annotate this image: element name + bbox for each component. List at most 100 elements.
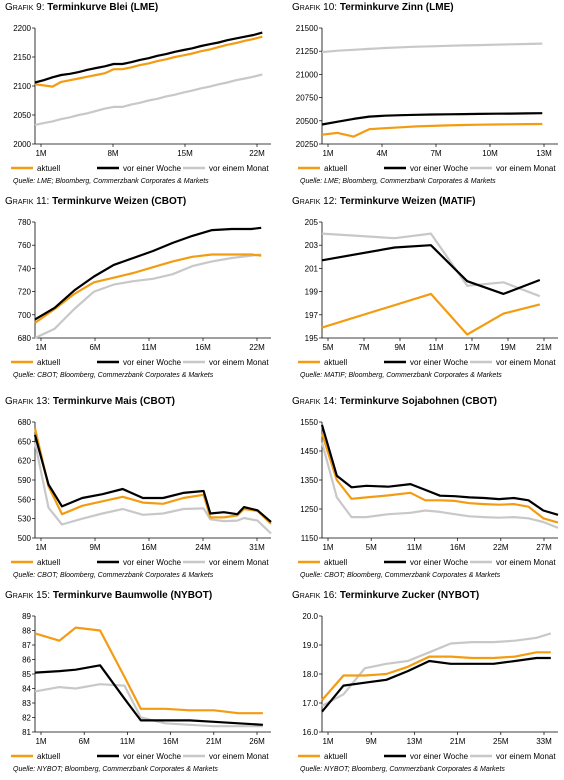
chart-number: Grafik 10: bbox=[292, 2, 340, 13]
y-tick-label: 590 bbox=[18, 476, 32, 485]
series-line-vor-einem-monat bbox=[34, 73, 263, 126]
x-tick-label: 1M bbox=[35, 343, 46, 352]
legend-label: vor einem Monat bbox=[496, 358, 556, 367]
legend-label: vor einem Monat bbox=[209, 164, 269, 173]
x-tick-label: 16M bbox=[163, 737, 179, 746]
chart-panel: Grafik 13: Terminkurve Mais (CBOT) 500 530… bbox=[5, 396, 279, 586]
series-line-vor-einer-woche bbox=[321, 656, 551, 713]
chart-panel: Grafik 9: Terminkurve Blei (LME) 2000 2050… bbox=[5, 2, 279, 192]
series-line-aktuell bbox=[34, 35, 263, 88]
y-tick-label: 81 bbox=[22, 728, 31, 737]
x-tick-label: 1M bbox=[35, 543, 46, 552]
y-tick-label: 84 bbox=[22, 685, 31, 694]
x-tick-label: 24M bbox=[195, 543, 211, 552]
x-tick-label: 16M bbox=[450, 543, 466, 552]
y-tick-label: 500 bbox=[18, 534, 32, 543]
y-tick-label: 2000 bbox=[13, 140, 31, 149]
x-tick-label: 5M bbox=[366, 543, 377, 552]
chart-title-text: Terminkurve Mais (CBOT) bbox=[52, 396, 175, 407]
legend-label: aktuell bbox=[37, 164, 60, 173]
y-tick-label: 18.0 bbox=[302, 670, 318, 679]
y-tick-label: 82 bbox=[22, 714, 31, 723]
chart-title: Grafik 14: Terminkurve Sojabohnen (CBOT) bbox=[292, 396, 497, 407]
x-tick-label: 13M bbox=[536, 149, 552, 158]
y-tick-label: 87 bbox=[22, 641, 31, 650]
x-tick-label: 21M bbox=[450, 737, 466, 746]
x-tick-label: 11M bbox=[429, 343, 444, 352]
y-tick-label: 2200 bbox=[13, 24, 31, 33]
chart-number: Grafik 11: bbox=[5, 196, 53, 207]
series-line-aktuell bbox=[33, 428, 272, 525]
x-tick-label: 9M bbox=[366, 737, 377, 746]
chart-title: Grafik 12: Terminkurve Weizen (MATIF) bbox=[292, 196, 475, 207]
line-chart: 2000 2050 2100 2150 2200 1M 8M 15M 22M aktuell vor… bbox=[11, 24, 271, 173]
y-tick-label: 1250 bbox=[300, 505, 318, 514]
x-tick-label: 16M bbox=[195, 343, 211, 352]
x-tick-label: 1M bbox=[35, 149, 46, 158]
chart-panel: Grafik 14: Terminkurve Sojabohnen (CBOT)… bbox=[292, 396, 564, 586]
legend-label: aktuell bbox=[324, 358, 347, 367]
legend-label: vor einer Woche bbox=[410, 164, 469, 173]
chart-title-text: Terminkurve Baumwolle (NYBOT) bbox=[52, 590, 213, 601]
x-tick-label: 13M bbox=[407, 737, 423, 746]
y-tick-label: 20750 bbox=[296, 94, 319, 103]
x-tick-label: 1M bbox=[322, 149, 333, 158]
y-tick-label: 83 bbox=[22, 699, 31, 708]
x-tick-label: 27M bbox=[536, 543, 552, 552]
x-tick-label: 16M bbox=[141, 543, 157, 552]
y-tick-label: 620 bbox=[18, 457, 32, 466]
y-tick-label: 2050 bbox=[13, 111, 31, 120]
legend-label: vor einer Woche bbox=[410, 358, 469, 367]
x-tick-label: 31M bbox=[249, 543, 265, 552]
y-tick-label: 17.0 bbox=[302, 699, 318, 708]
legend-label: vor einem Monat bbox=[496, 164, 556, 173]
y-tick-label: 197 bbox=[305, 311, 319, 320]
legend-label: vor einer Woche bbox=[123, 358, 182, 367]
x-tick-label: 11M bbox=[120, 737, 135, 746]
series-line-vor-einer-woche bbox=[34, 31, 263, 84]
series-line-vor-einer-woche bbox=[321, 112, 543, 126]
legend-label: vor einer Woche bbox=[123, 558, 182, 567]
legend-label: aktuell bbox=[37, 752, 60, 761]
y-tick-label: 530 bbox=[18, 515, 32, 524]
legend-label: aktuell bbox=[37, 358, 60, 367]
y-tick-label: 1550 bbox=[300, 418, 318, 427]
series-line-vor-einer-woche bbox=[320, 424, 559, 516]
y-tick-label: 20.0 bbox=[302, 612, 318, 621]
chart-panel: Grafik 12: Terminkurve Weizen (MATIF) 195… bbox=[292, 196, 564, 386]
legend-label: aktuell bbox=[324, 752, 347, 761]
x-tick-label: 21M bbox=[536, 343, 552, 352]
legend-label: vor einem Monat bbox=[496, 752, 556, 761]
chart-panel: Grafik 16: Terminkurve Zucker (NYBOT) 16.… bbox=[292, 590, 564, 780]
series-line-vor-einem-monat bbox=[33, 442, 272, 535]
y-tick-label: 680 bbox=[18, 334, 32, 343]
y-tick-label: 19.0 bbox=[302, 641, 318, 650]
x-tick-label: 1M bbox=[35, 737, 46, 746]
legend-label: aktuell bbox=[324, 164, 347, 173]
y-tick-label: 1350 bbox=[300, 476, 318, 485]
series-line-vor-einer-woche bbox=[321, 244, 541, 296]
y-tick-label: 201 bbox=[305, 264, 319, 273]
x-tick-label: 4M bbox=[376, 149, 387, 158]
y-tick-label: 85 bbox=[22, 670, 31, 679]
chart-panel: Grafik 11: Terminkurve Weizen (CBOT) 680 7… bbox=[5, 196, 279, 386]
x-tick-label: 26M bbox=[249, 737, 265, 746]
legend-label: vor einem Monat bbox=[496, 558, 556, 567]
x-tick-label: 17M bbox=[464, 343, 480, 352]
legend-label: vor einer Woche bbox=[123, 164, 182, 173]
series-line-aktuell bbox=[321, 122, 543, 138]
y-tick-label: 780 bbox=[18, 218, 32, 227]
y-tick-label: 2100 bbox=[13, 82, 31, 91]
line-chart: 20250 20500 20750 21000 21250 21500 1M 4M 7M 10M 1… bbox=[296, 24, 558, 173]
series-line-vor-einem-monat bbox=[321, 632, 552, 707]
legend-label: aktuell bbox=[37, 558, 60, 567]
chart-source: Quelle: CBOT; Bloomberg, Commerzbank Cor… bbox=[300, 572, 501, 579]
y-tick-label: 86 bbox=[22, 656, 31, 665]
legend-label: vor einer Woche bbox=[123, 752, 182, 761]
y-tick-label: 1150 bbox=[301, 534, 319, 543]
legend-label: vor einer Woche bbox=[410, 558, 469, 567]
chart-source: Quelle: LME; Bloomberg, Commerzbank Corp… bbox=[13, 178, 209, 185]
chart-title-text: Terminkurve Zucker (NYBOT) bbox=[339, 590, 480, 601]
chart-panel: Grafik 10: Terminkurve Zinn (LME) 20250 20… bbox=[292, 2, 564, 192]
legend-label: aktuell bbox=[324, 558, 347, 567]
